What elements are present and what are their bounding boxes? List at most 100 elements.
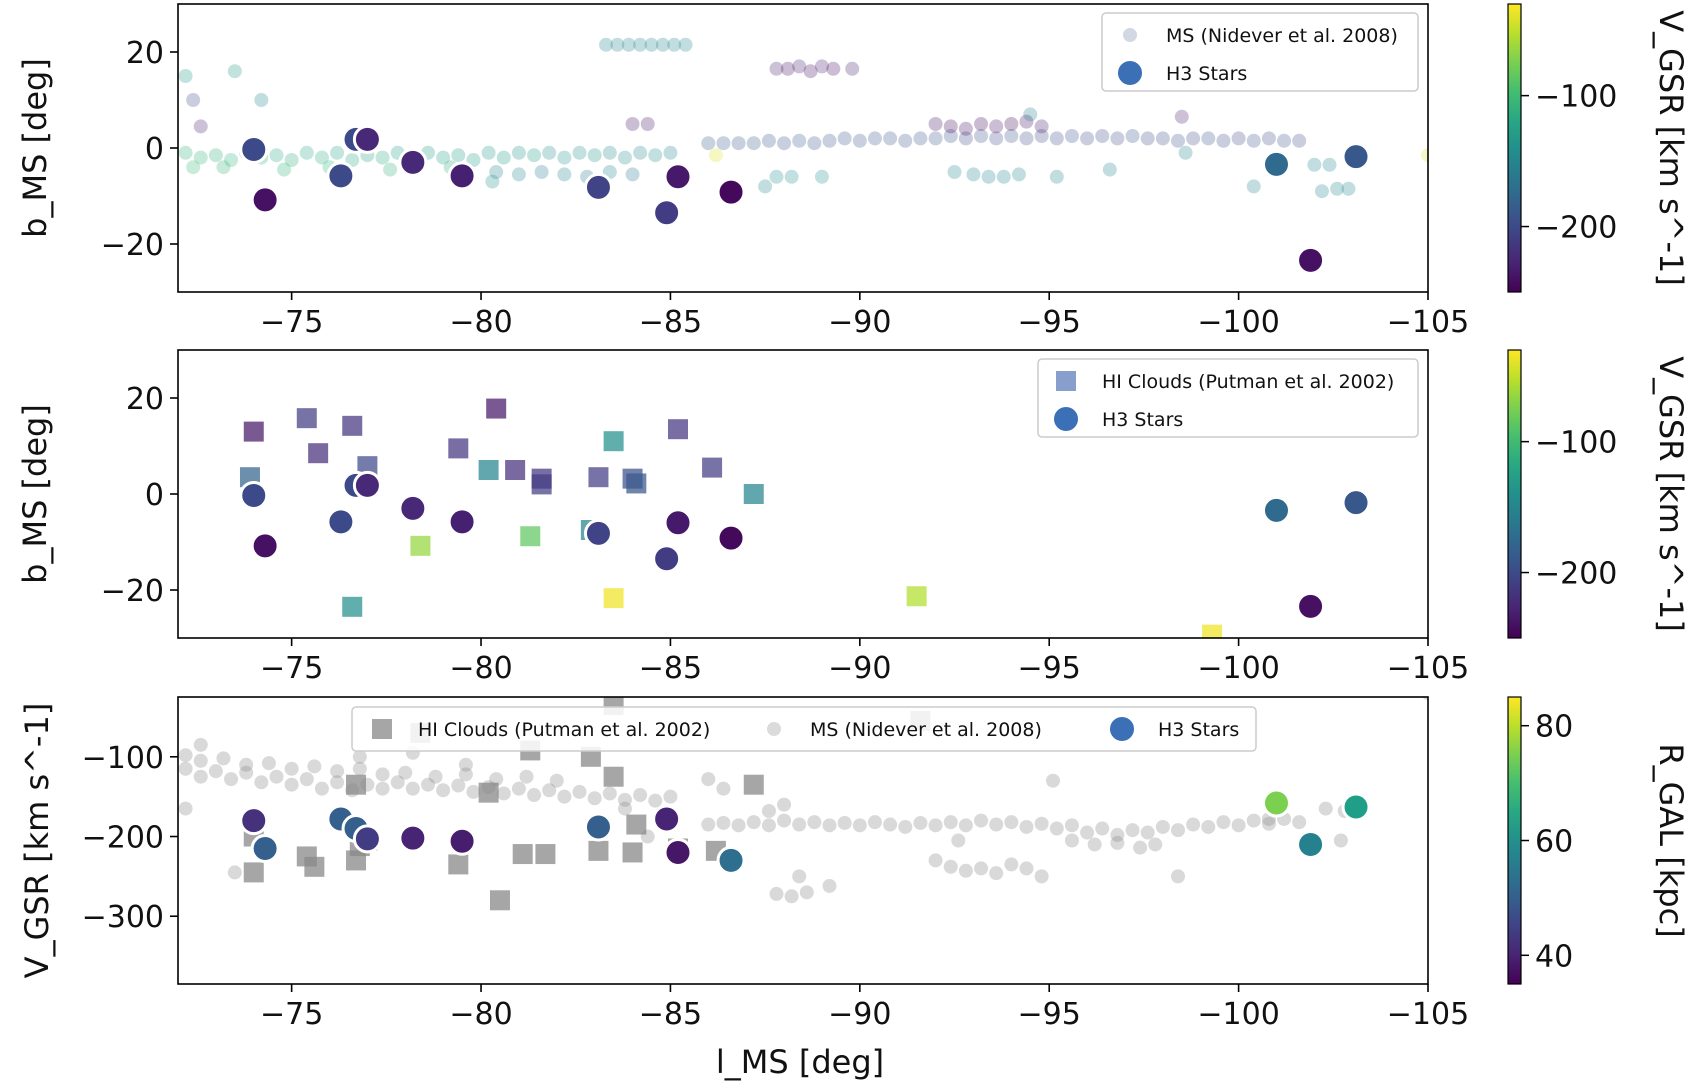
ms-point	[928, 818, 943, 833]
ms-point	[314, 781, 329, 796]
ms-point	[269, 769, 284, 784]
h3-star-point	[326, 507, 356, 537]
colorbar-tick-label: −200	[1535, 557, 1617, 592]
h3-star-point	[447, 826, 477, 856]
x-tick-label: −75	[260, 305, 323, 340]
hi-cloud-point	[308, 443, 329, 464]
h3-star-point	[663, 162, 693, 192]
hi-cloud-point	[448, 854, 469, 875]
h3-star-point	[447, 161, 477, 191]
h3-star-point	[352, 124, 382, 154]
ms-point	[481, 780, 496, 795]
ms-point	[458, 767, 473, 782]
ms-point	[451, 778, 466, 793]
ms-point	[1155, 131, 1170, 146]
h3-star-point	[652, 198, 682, 228]
axes-frame	[177, 696, 1429, 985]
ms-point	[640, 829, 655, 844]
y-tick-label: −200	[82, 821, 164, 856]
ms-point	[822, 133, 837, 148]
ms-point	[1049, 131, 1064, 146]
ms-point	[1155, 819, 1170, 834]
ms-point	[989, 817, 1004, 832]
legend-marker	[1056, 371, 1076, 391]
ms-point	[777, 797, 792, 812]
ms-point	[496, 786, 511, 801]
ms-point	[193, 119, 208, 134]
hi-cloud-point	[588, 467, 609, 488]
ms-point	[216, 160, 231, 175]
ms-point	[496, 150, 511, 165]
ms-point	[299, 772, 314, 787]
x-tick-label: −85	[639, 651, 702, 686]
ms-point	[489, 165, 504, 179]
ms-point	[667, 37, 682, 52]
ms-point	[216, 751, 231, 766]
ms-point	[792, 133, 807, 148]
ms-point	[1019, 861, 1034, 876]
ms-point	[701, 817, 716, 832]
ms-point	[1110, 827, 1125, 842]
hi-cloud-point	[906, 586, 927, 607]
y-axis-label: b_MS [deg]	[16, 58, 54, 238]
ms-point	[1231, 131, 1246, 146]
legend-marker	[767, 722, 781, 736]
colorbar-gradient	[1507, 349, 1522, 639]
panel-bottom: −75 −80 −85 −90 −95 −100 −105 −300 −200 −100 V_GSR…	[18, 696, 1690, 1032]
ms-point	[761, 804, 776, 819]
legend-box	[351, 706, 1257, 752]
h3-star-point	[398, 823, 428, 853]
ms-point	[1064, 129, 1079, 143]
ms-point	[814, 169, 829, 184]
x-tick-label: −85	[639, 305, 702, 340]
ms-point	[1095, 129, 1110, 143]
ms-point	[761, 133, 776, 148]
ms-point	[1110, 835, 1125, 850]
plot-area	[239, 398, 1371, 638]
h3-star-point	[1296, 591, 1326, 621]
ms-point	[792, 869, 807, 884]
hi-cloud-point	[478, 782, 499, 803]
h3-star-point	[239, 134, 269, 164]
ms-point	[1292, 133, 1307, 148]
ms-point	[807, 136, 822, 151]
ms-point	[1049, 821, 1064, 836]
h3-star-point	[663, 508, 693, 538]
x-tick-label: −80	[449, 305, 512, 340]
ms-point	[792, 817, 807, 832]
ms-point	[678, 37, 693, 52]
ms-point	[792, 59, 807, 74]
x-tick-label: −75	[260, 997, 323, 1032]
ms-point	[1023, 107, 1038, 122]
x-tick-label: −75	[260, 651, 323, 686]
ms-point	[913, 131, 928, 146]
hi-cloud-point	[448, 438, 469, 459]
ms-point	[1049, 169, 1064, 184]
ms-point	[898, 133, 913, 148]
legend-label: HI Clouds (Putman et al. 2002)	[1102, 371, 1394, 393]
ms-point	[928, 117, 943, 131]
hi-cloud-point	[505, 460, 526, 480]
ms-point	[1178, 145, 1193, 160]
legend-label: H3 Stars	[1166, 63, 1247, 85]
y-tick-label: 20	[126, 382, 164, 417]
ms-point	[1186, 131, 1201, 146]
x-tick-label: −95	[1018, 997, 1081, 1032]
x-tick-label: −80	[449, 997, 512, 1032]
ms-point	[587, 791, 602, 806]
ms-point	[799, 885, 814, 900]
ms-point	[299, 145, 314, 160]
ms-point	[1201, 131, 1216, 146]
x-tick-label: −105	[1387, 651, 1469, 686]
h3-star-point	[250, 185, 280, 215]
hi-cloud-point	[486, 398, 507, 419]
ms-point	[261, 756, 276, 771]
ms-point	[572, 784, 587, 799]
hi-cloud-point	[1202, 624, 1223, 638]
ms-point	[625, 117, 640, 131]
ms-point	[1292, 815, 1307, 830]
hi-cloud-point	[296, 846, 317, 867]
ms-point	[489, 772, 504, 787]
ms-point	[1277, 133, 1292, 148]
h3-star-point	[663, 837, 693, 867]
